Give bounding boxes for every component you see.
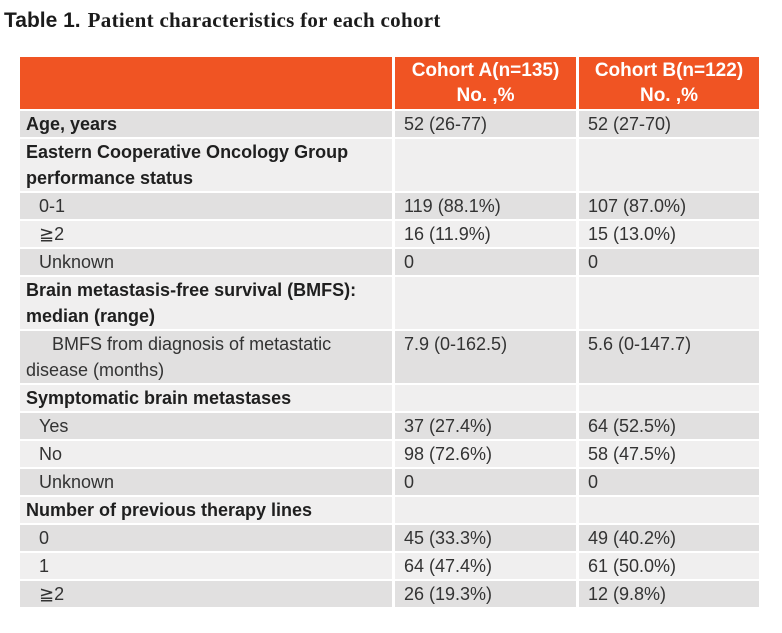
row-label: 1 <box>20 553 392 581</box>
row-label: Yes <box>20 413 392 441</box>
header-empty-cell <box>20 57 392 111</box>
cohort-a-value <box>392 277 576 331</box>
header-cohort-b-cell: Cohort B(n=122) No. ,% <box>576 57 759 111</box>
cohort-a-value <box>392 497 576 525</box>
table-row: No 98 (72.6%) 58 (47.5%) <box>20 441 759 469</box>
cohort-a-value: 7.9 (0-162.5) <box>392 331 576 385</box>
table-caption-number: Table 1. <box>4 9 81 32</box>
cohort-b-value: 12 (9.8%) <box>576 581 759 609</box>
cohort-b-value <box>576 385 759 413</box>
row-label: BMFS from diagnosis of metastatic diseas… <box>20 331 392 385</box>
row-label: Unknown <box>20 469 392 497</box>
cohort-b-value: 0 <box>576 469 759 497</box>
table-row: Symptomatic brain metastases <box>20 385 759 413</box>
table-row: Age, years 52 (26-77) 52 (27-70) <box>20 111 759 139</box>
table-row: Unknown 0 0 <box>20 469 759 497</box>
table-caption: Table 1. Patient characteristics for each… <box>4 8 441 33</box>
row-label: No <box>20 441 392 469</box>
cohort-a-value: 64 (47.4%) <box>392 553 576 581</box>
table-row: Brain metastasis-free survival (BMFS): m… <box>20 277 759 331</box>
cohort-b-value: 52 (27-70) <box>576 111 759 139</box>
table-row: Eastern Cooperative Oncology Group perfo… <box>20 139 759 193</box>
table-row: 0-1 119 (88.1%) 107 (87.0%) <box>20 193 759 221</box>
row-label: Eastern Cooperative Oncology Group perfo… <box>20 139 392 193</box>
row-label: ≧2 <box>20 221 392 249</box>
table-row: Unknown 0 0 <box>20 249 759 277</box>
table-row: BMFS from diagnosis of metastatic diseas… <box>20 331 759 385</box>
cohort-a-value: 37 (27.4%) <box>392 413 576 441</box>
cohort-b-title: Cohort B(n=122) <box>594 60 744 81</box>
cohort-b-value: 64 (52.5%) <box>576 413 759 441</box>
table-row: 1 64 (47.4%) 61 (50.0%) <box>20 553 759 581</box>
header-row: Cohort A(n=135) No. ,% Cohort B(n=122) N… <box>20 57 759 111</box>
row-label: 0-1 <box>20 193 392 221</box>
cohort-a-value: 45 (33.3%) <box>392 525 576 553</box>
cohort-a-value: 16 (11.9%) <box>392 221 576 249</box>
table-body: Age, years 52 (26-77) 52 (27-70) Eastern Co… <box>20 111 759 609</box>
table-row: ≧2 16 (11.9%) 15 (13.0%) <box>20 221 759 249</box>
row-label: Unknown <box>20 249 392 277</box>
cohort-b-subtitle: No. ,% <box>639 85 699 106</box>
cohort-b-value: 58 (47.5%) <box>576 441 759 469</box>
cohort-b-value: 0 <box>576 249 759 277</box>
cohort-b-value: 5.6 (0-147.7) <box>576 331 759 385</box>
cohort-a-value: 26 (19.3%) <box>392 581 576 609</box>
cohort-b-value: 107 (87.0%) <box>576 193 759 221</box>
cohort-b-value <box>576 139 759 193</box>
cohort-a-value: 0 <box>392 469 576 497</box>
cohort-b-value <box>576 497 759 525</box>
cohort-a-value: 0 <box>392 249 576 277</box>
table-row: 0 45 (33.3%) 49 (40.2%) <box>20 525 759 553</box>
cohort-a-value <box>392 385 576 413</box>
cohort-a-value: 119 (88.1%) <box>392 193 576 221</box>
table-row: Yes 37 (27.4%) 64 (52.5%) <box>20 413 759 441</box>
patient-characteristics-table: Cohort A(n=135) No. ,% Cohort B(n=122) N… <box>20 57 759 609</box>
table-row: ≧2 26 (19.3%) 12 (9.8%) <box>20 581 759 609</box>
cohort-a-value <box>392 139 576 193</box>
row-label: Age, years <box>20 111 392 139</box>
cohort-b-value: 61 (50.0%) <box>576 553 759 581</box>
row-label: Brain metastasis-free survival (BMFS): m… <box>20 277 392 331</box>
table-row: Number of previous therapy lines <box>20 497 759 525</box>
cohort-a-title: Cohort A(n=135) <box>411 60 560 81</box>
header-cohort-a-cell: Cohort A(n=135) No. ,% <box>392 57 576 111</box>
table-header: Cohort A(n=135) No. ,% Cohort B(n=122) N… <box>20 57 759 111</box>
cohort-a-value: 98 (72.6%) <box>392 441 576 469</box>
cohort-b-value <box>576 277 759 331</box>
row-label: Number of previous therapy lines <box>20 497 392 525</box>
row-label: 0 <box>20 525 392 553</box>
row-label: ≧2 <box>20 581 392 609</box>
cohort-a-subtitle: No. ,% <box>456 85 515 106</box>
cohort-a-value: 52 (26-77) <box>392 111 576 139</box>
cohort-b-value: 15 (13.0%) <box>576 221 759 249</box>
row-label: Symptomatic brain metastases <box>20 385 392 413</box>
cohort-b-value: 49 (40.2%) <box>576 525 759 553</box>
table-caption-text: Patient characteristics for each cohort <box>87 8 441 32</box>
